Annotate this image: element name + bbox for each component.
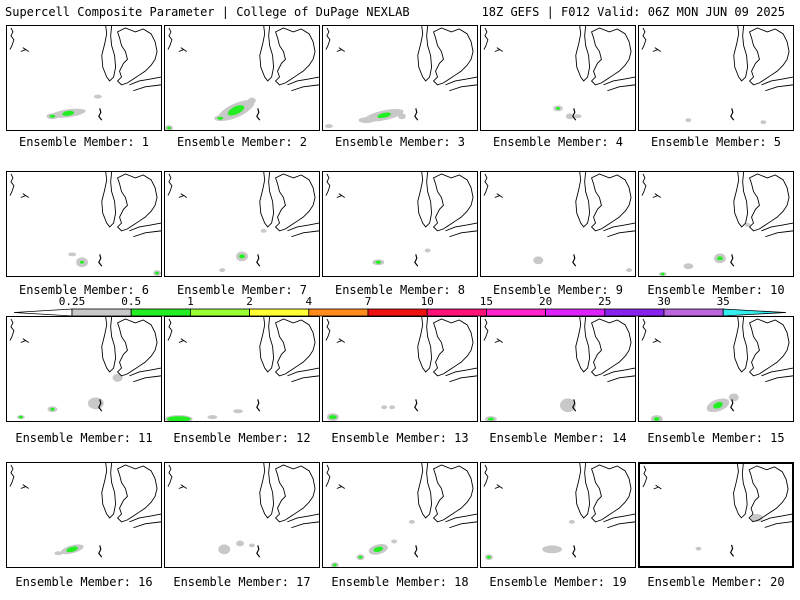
ensemble-member-label: Ensemble Member: 5 — [650, 135, 782, 149]
basemap — [324, 26, 477, 129]
basemap — [641, 172, 793, 276]
colorbar-tick-label: 10 — [420, 295, 434, 308]
colorbar-segment — [71, 308, 132, 317]
colorbar-segment — [485, 308, 546, 317]
ensemble-map-panel[interactable] — [638, 25, 794, 131]
ensemble-map-panel[interactable] — [164, 25, 320, 131]
ensemble-map-panel[interactable] — [164, 171, 320, 277]
ensemble-member-label: Ensemble Member: 2 — [176, 135, 308, 149]
colorbar-segment — [130, 308, 191, 317]
ensemble-map-panel[interactable] — [480, 462, 636, 568]
ensemble-map-panel[interactable] — [164, 316, 320, 422]
basemap — [483, 463, 635, 561]
colorbar-segment — [604, 308, 665, 317]
basemap — [9, 26, 161, 121]
ensemble-member-label: Ensemble Member: 18 — [331, 575, 469, 589]
basemap — [325, 463, 477, 567]
colorbar-segment — [663, 308, 724, 317]
basemap — [483, 317, 635, 421]
ensemble-member-label: Ensemble Member: 17 — [173, 575, 311, 589]
chart-title: Supercell Composite Parameter | College … — [5, 5, 410, 19]
ensemble-map-panel[interactable] — [322, 25, 478, 131]
colorbar-tick-label: 7 — [364, 295, 372, 308]
ensemble-map-panel[interactable] — [322, 316, 478, 422]
colorbar-segment — [367, 308, 428, 317]
basemap — [167, 172, 319, 273]
colorbar-segment — [545, 308, 606, 317]
basemap — [483, 26, 635, 121]
ensemble-member-label: Ensemble Member: 8 — [334, 283, 466, 297]
ensemble-member-label: Ensemble Member: 9 — [492, 283, 624, 297]
ensemble-map-panel[interactable] — [322, 171, 478, 277]
colorbar-tick-label: 35 — [716, 295, 730, 308]
ensemble-member-label: Ensemble Member: 12 — [173, 431, 311, 445]
ensemble-member-label: Ensemble Member: 7 — [176, 283, 308, 297]
ensemble-member-label: Ensemble Member: 14 — [489, 431, 627, 445]
basemap — [325, 317, 477, 421]
colorbar-tick-label: 15 — [479, 295, 494, 308]
ensemble-map-panel[interactable] — [638, 171, 794, 277]
ensemble-map-panel[interactable] — [638, 316, 794, 422]
ensemble-map-panel[interactable] — [480, 316, 636, 422]
colorbar-tick-label: 2 — [246, 295, 253, 308]
colorbar-segment — [426, 308, 487, 317]
ensemble-map-panel[interactable] — [6, 171, 162, 277]
colorbar-segment — [249, 308, 310, 317]
ensemble-member-label: Ensemble Member: 20 — [647, 575, 785, 589]
colorbar-tick-label: 0.5 — [121, 295, 142, 308]
ensemble-map-panel[interactable] — [322, 462, 478, 568]
ensemble-member-label: Ensemble Member: 16 — [15, 575, 153, 589]
ensemble-member-label: Ensemble Member: 3 — [334, 135, 466, 149]
ensemble-member-label: Ensemble Member: 1 — [18, 135, 150, 149]
model-run-info: 18Z GEFS | F012 Valid: 06Z MON JUN 09 20… — [481, 5, 785, 19]
basemap — [165, 26, 319, 130]
colorbar-tick-label: 30 — [657, 295, 671, 308]
colorbar-segment-high — [722, 308, 787, 317]
basemap — [9, 317, 161, 420]
ensemble-member-label: Ensemble Member: 6 — [18, 283, 150, 297]
basemap — [642, 464, 792, 557]
ensemble-member-label: Ensemble Member: 13 — [331, 431, 469, 445]
basemap — [641, 26, 793, 125]
ensemble-member-label: Ensemble Member: 4 — [492, 135, 624, 149]
ensemble-map-panel[interactable] — [6, 462, 162, 568]
ensemble-map-panel[interactable] — [480, 25, 636, 131]
ensemble-member-label: Ensemble Member: 15 — [647, 431, 785, 445]
ensemble-member-label: Ensemble Member: 19 — [489, 575, 627, 589]
basemap — [483, 172, 635, 273]
ensemble-map-panel[interactable] — [164, 462, 320, 568]
ensemble-member-label: Ensemble Member: 10 — [647, 283, 785, 297]
ensemble-map-panel[interactable] — [6, 25, 162, 131]
basemap — [325, 172, 477, 267]
ensemble-map-panel[interactable] — [480, 171, 636, 277]
colorbar-segment — [308, 308, 369, 317]
ensemble-member-label: Ensemble Member: 11 — [15, 431, 153, 445]
ensemble-map-panel[interactable] — [6, 316, 162, 422]
colorbar-segment-low — [13, 308, 73, 317]
basemap — [9, 463, 161, 558]
colorbar-segment — [189, 308, 250, 317]
basemap — [9, 172, 161, 276]
colorbar-tick-label: 1 — [187, 295, 194, 308]
basemap — [165, 317, 319, 421]
colorbar-tick-label: 20 — [538, 295, 553, 308]
colorbar-tick-label: 0.25 — [58, 295, 86, 308]
colorbar-tick-label: 25 — [598, 295, 612, 308]
ensemble-map-panel[interactable] — [638, 462, 794, 568]
color-scale-bar — [13, 308, 787, 317]
basemap — [641, 317, 793, 421]
colorbar-tick-label: 4 — [305, 295, 313, 308]
basemap — [167, 463, 319, 558]
